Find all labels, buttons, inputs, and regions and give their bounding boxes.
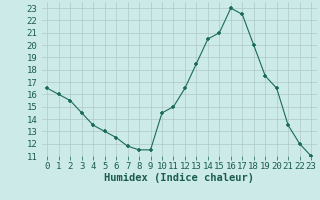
- X-axis label: Humidex (Indice chaleur): Humidex (Indice chaleur): [104, 173, 254, 183]
